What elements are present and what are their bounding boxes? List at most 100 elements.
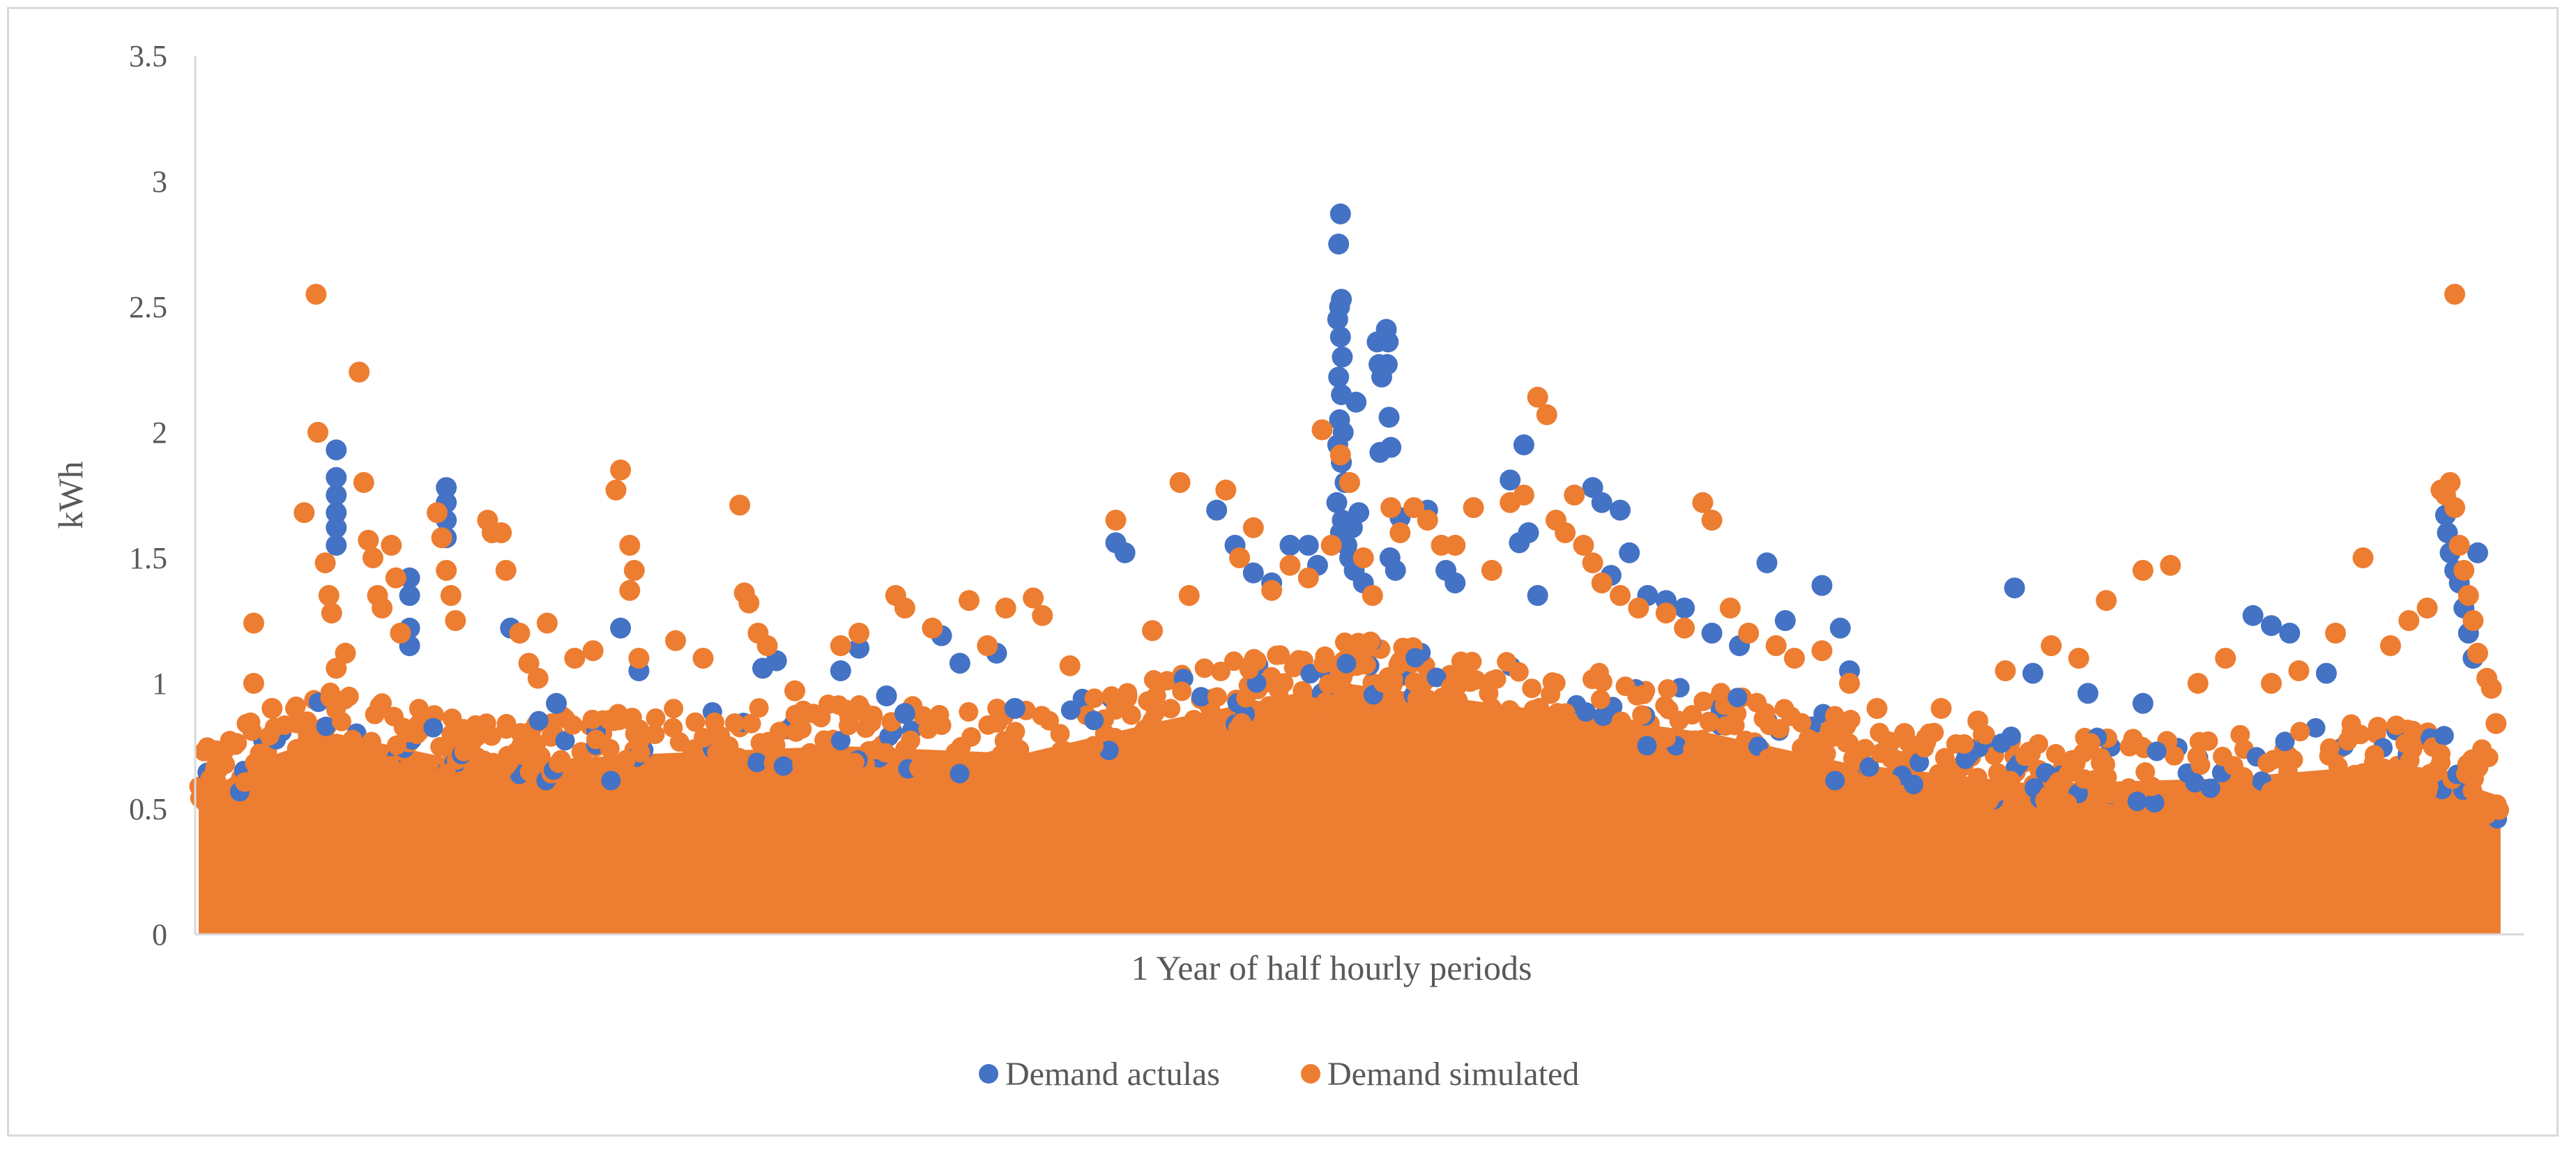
point-demand-actual	[436, 477, 457, 499]
fringe-point	[1816, 743, 1836, 764]
fringe-point	[814, 730, 834, 750]
fringe-point	[1509, 662, 1529, 682]
fringe-point	[1693, 691, 1714, 711]
fringe-point	[190, 788, 210, 808]
fringe-point	[1843, 748, 1863, 768]
fringe-point	[773, 756, 793, 776]
fringe-point	[2328, 757, 2348, 777]
fringe-point	[1202, 720, 1222, 740]
fringe-point	[423, 718, 443, 738]
fringe-point	[2057, 794, 2078, 814]
fringe-point	[616, 750, 636, 770]
fringe-point	[2375, 779, 2395, 799]
fringe-point	[1758, 748, 1778, 768]
point-demand-actual	[326, 535, 347, 556]
point-demand-simulated	[1555, 522, 1576, 543]
fringe-point	[1239, 659, 1259, 679]
point-demand-simulated	[605, 479, 627, 501]
fringe-point	[685, 712, 706, 732]
fringe-point	[1334, 632, 1355, 653]
fringe-point	[2080, 733, 2101, 753]
fringe-point	[430, 737, 450, 757]
point-demand-simulated	[518, 653, 540, 674]
fringe-point	[696, 758, 716, 778]
point-demand-actual	[326, 485, 347, 506]
data-points-layer	[243, 203, 2507, 744]
point-demand-actual	[830, 660, 851, 681]
point-demand-simulated	[2480, 678, 2502, 699]
point-demand-simulated	[1591, 572, 1613, 593]
fringe-point	[582, 709, 602, 729]
fringe-point	[2465, 753, 2485, 773]
y-tick-label: 3	[152, 165, 167, 199]
fringe-point	[1903, 775, 1923, 795]
point-demand-simulated	[1380, 497, 1402, 518]
point-demand-actual	[1114, 542, 1136, 563]
fringe-point	[1418, 689, 1438, 709]
fringe-point	[436, 764, 456, 784]
point-demand-actual	[2077, 683, 2098, 704]
point-demand-simulated	[1279, 554, 1301, 576]
point-demand-simulated	[445, 610, 466, 631]
fringe-point	[918, 719, 938, 739]
point-demand-simulated	[2352, 547, 2374, 568]
point-demand-actual	[1811, 575, 1833, 596]
point-demand-simulated	[2187, 673, 2209, 694]
fringe-point	[1313, 653, 1334, 674]
fringe-point	[620, 765, 641, 785]
y-tick-label: 2	[152, 416, 167, 450]
fringe-point	[1261, 667, 1281, 687]
point-demand-simulated	[1445, 535, 1466, 556]
point-demand-simulated	[738, 592, 760, 614]
fringe-point	[2462, 780, 2483, 800]
fringe-point	[1700, 712, 1720, 732]
point-demand-simulated	[1329, 444, 1351, 466]
y-tick-label: 2.5	[129, 290, 167, 324]
point-demand-simulated	[1142, 620, 1164, 641]
fringe-point	[2088, 793, 2108, 813]
point-demand-simulated	[1417, 510, 1438, 531]
fringe-point	[1611, 711, 1631, 731]
fringe-point	[409, 699, 429, 719]
point-demand-simulated	[314, 552, 336, 574]
dense-point-band	[199, 683, 2501, 934]
point-demand-actual	[399, 585, 420, 606]
point-demand-simulated	[1866, 698, 1888, 719]
fringe-point	[1383, 669, 1403, 690]
fringe-point	[755, 734, 775, 754]
fringe-point	[1236, 688, 1256, 708]
point-demand-actual	[2022, 662, 2043, 684]
fringe-point	[1537, 723, 1557, 743]
fringe-point	[2418, 781, 2438, 801]
fringe-point	[531, 746, 551, 766]
fringe-point	[320, 682, 340, 702]
fringe-point	[1084, 711, 1104, 731]
point-demand-actual	[894, 703, 915, 724]
fringe-point	[1541, 684, 1561, 704]
point-demand-actual	[949, 653, 970, 674]
fringe-point	[551, 750, 571, 770]
fringe-point	[723, 757, 743, 777]
point-demand-actual	[1332, 347, 1353, 367]
fringe-point	[1555, 703, 1576, 723]
fringe-point	[693, 727, 713, 747]
point-demand-simulated	[1389, 522, 1411, 543]
point-demand-simulated	[243, 612, 264, 634]
fringe-point	[1774, 699, 1794, 719]
point-demand-actual	[1206, 499, 1228, 521]
fringe-point	[950, 764, 970, 784]
fringe-point	[250, 743, 270, 764]
fringe-point	[601, 770, 621, 791]
fringe-point	[1084, 688, 1104, 708]
point-demand-simulated	[1692, 492, 1714, 513]
point-demand-actual	[326, 439, 347, 461]
point-demand-actual	[1327, 309, 1348, 330]
point-demand-actual	[2260, 615, 2282, 637]
point-demand-actual	[1279, 535, 1301, 556]
point-demand-actual	[1297, 535, 1319, 556]
fringe-point	[2065, 750, 2085, 770]
point-demand-actual	[1774, 610, 1796, 631]
fringe-point	[2185, 773, 2205, 793]
point-demand-simulated	[431, 527, 452, 549]
fringe-point	[2278, 762, 2298, 782]
